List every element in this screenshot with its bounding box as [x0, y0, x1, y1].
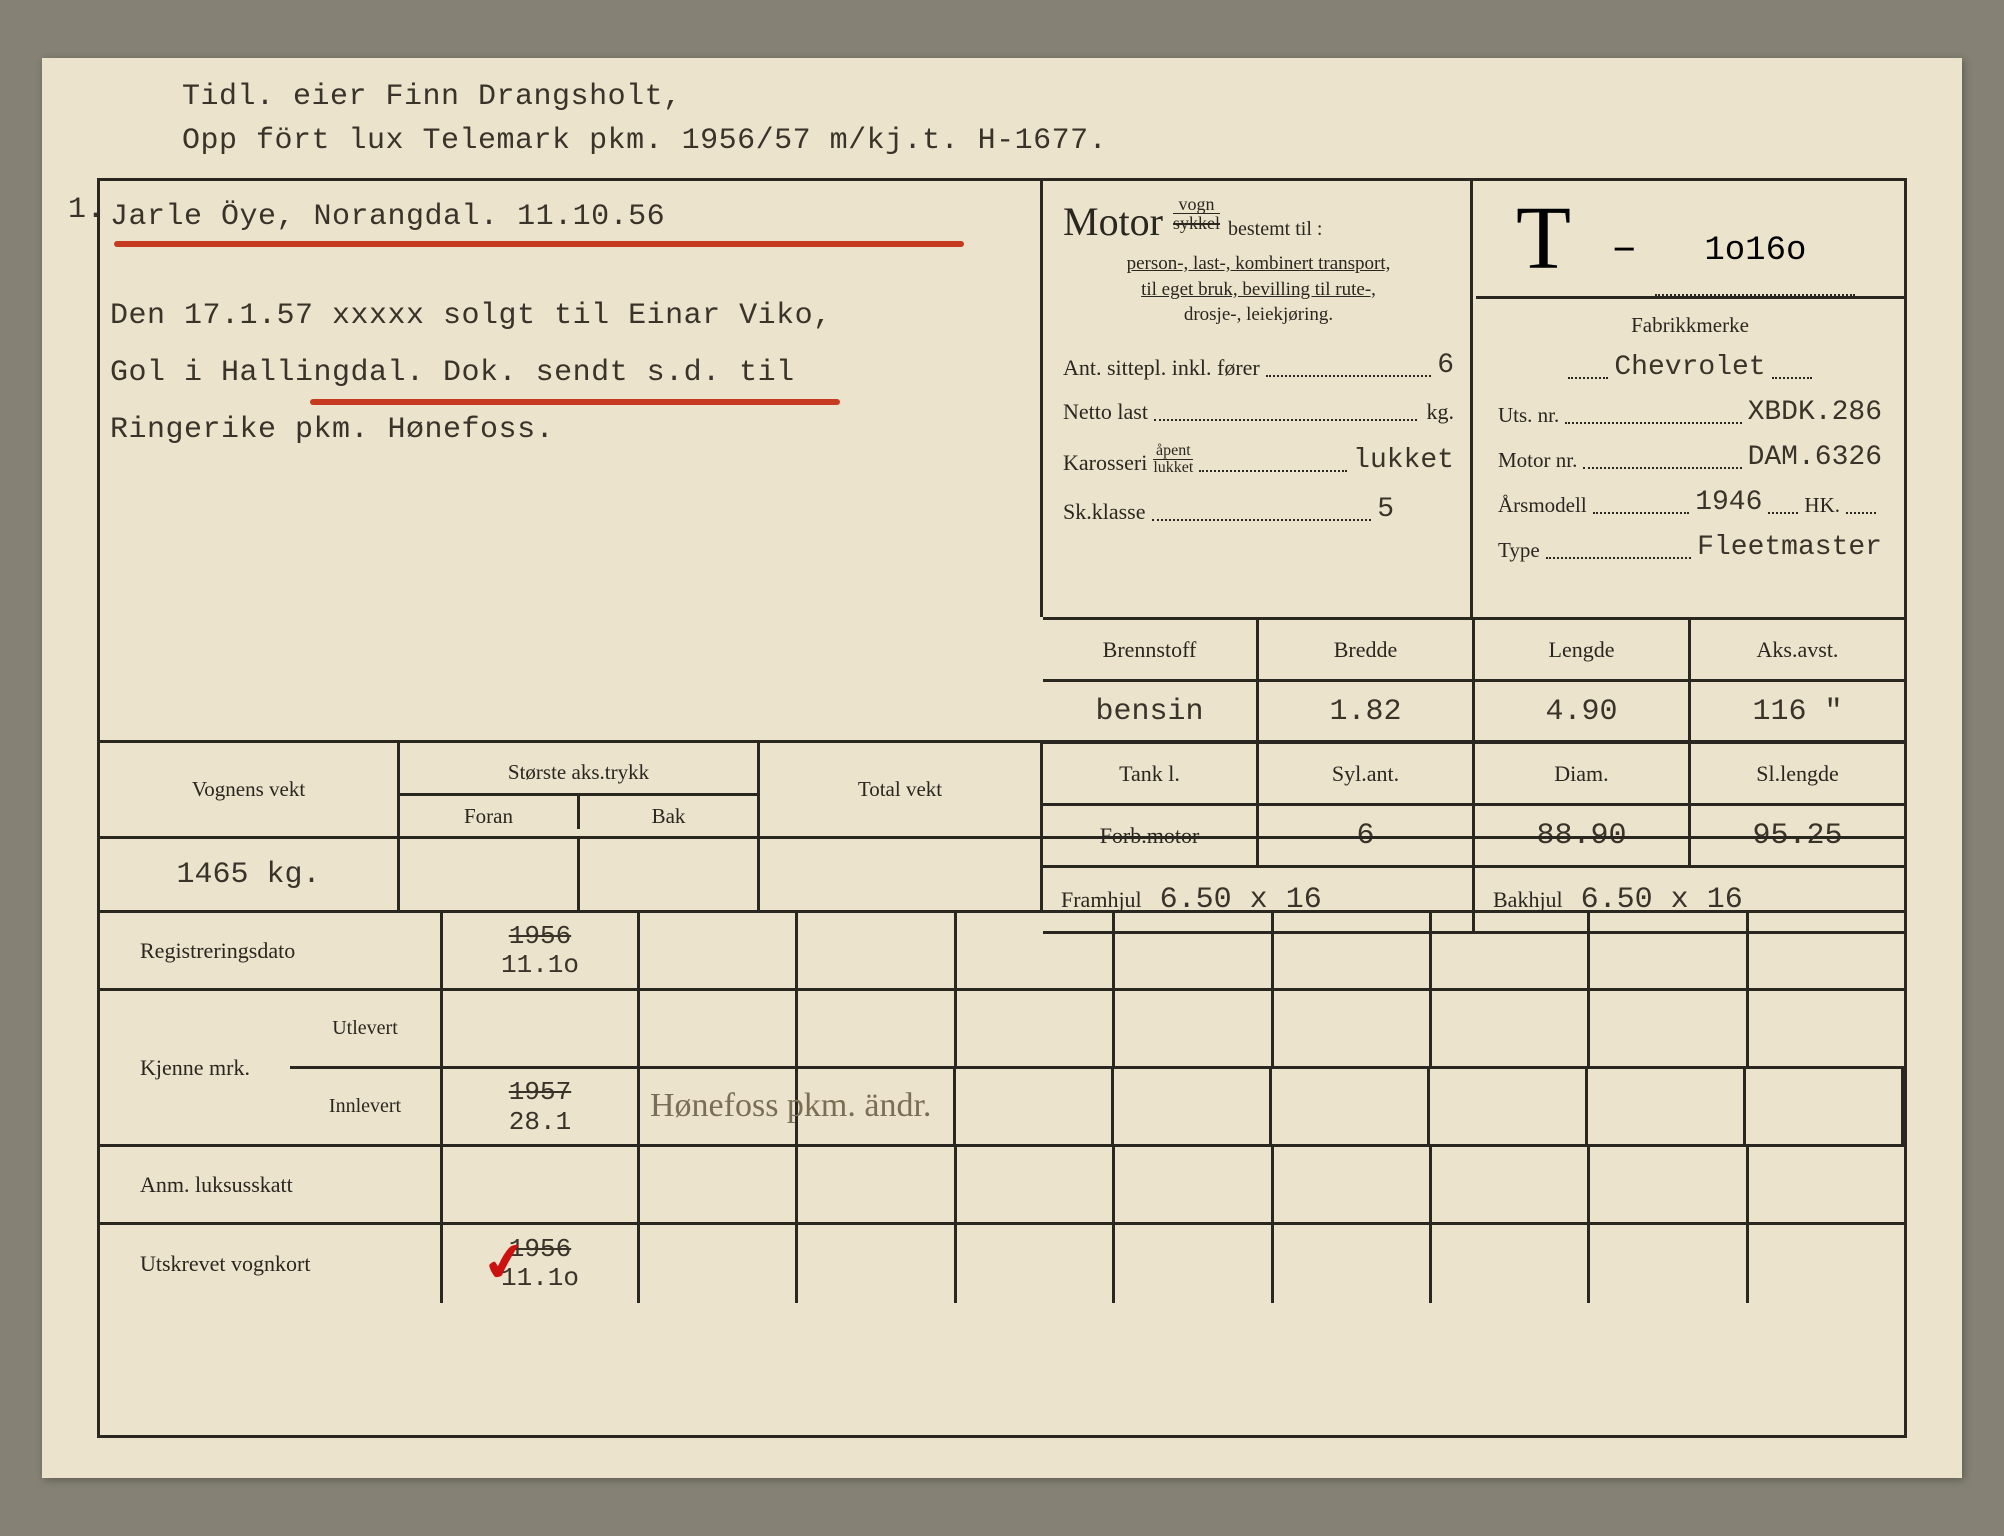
motor-nr-label: Motor nr.	[1498, 448, 1577, 473]
reg-letter: T	[1516, 187, 1571, 290]
type-value: Fleetmaster	[1697, 532, 1882, 563]
motor-sub: person-, last-, kombinert transport, til…	[1063, 251, 1454, 328]
ant-label: Ant. sittepl. inkl. fører	[1063, 355, 1260, 381]
fabrikkmerke-value: Chevrolet	[1614, 352, 1765, 383]
innlevert-date: 1957 28.1	[443, 1069, 637, 1144]
header-line2: Opp fört lux Telemark pkm. 1956/57 m/kj.…	[182, 120, 1282, 164]
bottom-block: Vognens vekt Største aks.trykk Foran Bak…	[100, 740, 1904, 1303]
vognvekt-label: Vognens vekt	[100, 743, 400, 836]
kjenne-row: Kjenne mrk. Utlevert Innlevert 1957 28.1	[100, 991, 1904, 1147]
utskrevet-date: 1956 11.1o ✔	[440, 1225, 640, 1303]
reg-dash: –	[1611, 224, 1637, 296]
motor-fields: Ant. sittepl. inkl. fører 6 Netto last k…	[1063, 350, 1454, 525]
transfer-line3: Ringerike pkm. Hønefoss.	[110, 402, 990, 459]
netto-unit: kg.	[1427, 399, 1455, 425]
foran-label: Foran	[400, 796, 580, 829]
reg-date-value: 1956 11.1o	[440, 913, 640, 988]
sk-value: 5	[1377, 494, 1394, 525]
reg-date-row: Registreringsdato 1956 11.1o	[100, 913, 1904, 991]
ant-value: 6	[1437, 350, 1454, 381]
bestemt-label: bestemt til :	[1228, 218, 1322, 240]
arsmodell-label: Årsmodell	[1498, 493, 1587, 518]
motor-block: Motor vogn sykkel bestemt til : person-,…	[1043, 181, 1473, 617]
motor-nr-value: DAM.6326	[1748, 442, 1882, 473]
kjenne-label: Kjenne mrk.	[100, 991, 290, 1144]
reg-number: 1o16o	[1655, 232, 1855, 296]
utskrevet-label: Utskrevet vognkort	[100, 1225, 440, 1303]
grid-header-1: Brennstoff Bredde Lengde Aks.avst.	[1043, 620, 1904, 682]
fabrikkmerke-label: Fabrikkmerke	[1498, 313, 1882, 338]
utskrevet-row: Utskrevet vognkort 1956 11.1o ✔	[100, 1225, 1904, 1303]
red-underline-1	[114, 241, 964, 247]
utlevert-date	[443, 991, 637, 1069]
vogn-sykkel-fraction: vogn sykkel	[1173, 195, 1220, 232]
reg-date-label: Registreringsdato	[100, 913, 440, 988]
header-line1: Tidl. eier Finn Drangsholt,	[182, 76, 1282, 120]
aks-label: Største aks.trykk	[508, 750, 649, 785]
handwritten-note: Hønefoss pkm. ändr.	[650, 1087, 931, 1125]
bak-label: Bak	[580, 796, 757, 829]
grid-values-1: bensin 1.82 4.90 116 "	[1043, 682, 1904, 744]
kaross-fraction: åpent lukket	[1153, 443, 1193, 476]
sk-label: Sk.klasse	[1063, 499, 1146, 525]
entry-index: 1.	[68, 193, 105, 227]
kaross-value: lukket	[1353, 445, 1454, 476]
vognvekt-value: 1465 kg.	[100, 839, 400, 910]
motor-title: Motor	[1063, 198, 1163, 245]
netto-label: Netto last	[1063, 399, 1148, 425]
red-underline-2	[310, 399, 840, 405]
anm-row: Anm. luksusskatt	[100, 1147, 1904, 1225]
uts-label: Uts. nr.	[1498, 403, 1559, 428]
main-frame: 1. Jarle Öye, Norangdal. 11.10.56 Den 17…	[97, 178, 1907, 1438]
innlevert-label: Innlevert	[290, 1069, 440, 1144]
type-label: Type	[1498, 538, 1540, 563]
total-label: Total vekt	[760, 743, 1043, 836]
hk-label: HK.	[1804, 493, 1840, 518]
arsmodell-value: 1946	[1695, 487, 1762, 518]
transfer-line1: Den 17.1.57 xxxxx solgt til Einar Viko,	[110, 288, 990, 345]
registration-box: T – 1o16o	[1476, 181, 1904, 299]
header-note: Tidl. eier Finn Drangsholt, Opp fört lux…	[182, 76, 1282, 163]
owner-notes: Jarle Öye, Norangdal. 11.10.56 Den 17.1.…	[110, 189, 990, 459]
registration-card: Tidl. eier Finn Drangsholt, Opp fört lux…	[42, 58, 1962, 1478]
utlevert-label: Utlevert	[290, 991, 440, 1069]
owner-line1: Jarle Öye, Norangdal. 11.10.56	[110, 189, 990, 246]
anm-label: Anm. luksusskatt	[100, 1147, 440, 1222]
uts-value: XBDK.286	[1748, 397, 1882, 428]
kaross-label: Karosseri	[1063, 450, 1147, 476]
transfer-line2: Gol i Hallingdal. Dok. sendt s.d. til	[110, 345, 990, 402]
vehicle-box: Fabrikkmerke Chevrolet Uts. nr. XBDK.286…	[1476, 299, 1904, 617]
